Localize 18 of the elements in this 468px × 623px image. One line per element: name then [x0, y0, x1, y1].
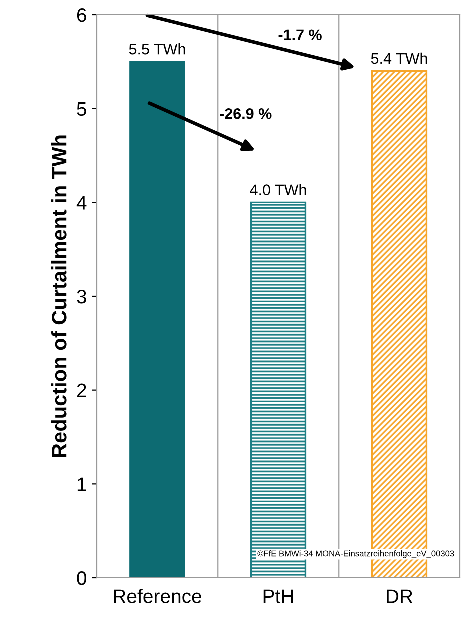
x-tick-label: Reference: [114, 589, 202, 604]
annotation: -1.7 %: [278, 30, 322, 40]
data-label: 5.4 TWh: [371, 52, 428, 64]
y-tick-label: 5: [77, 102, 86, 116]
y-tick-label: 0: [77, 571, 87, 586]
y-tick-label: 2: [77, 384, 86, 398]
x-tick-label: PtH: [264, 590, 294, 604]
data-label: 5.5 TWh: [129, 44, 186, 55]
x-tick-label: DR: [387, 590, 413, 604]
y-tick-label: 1: [78, 478, 86, 492]
y-axis-title: Reduction of Curtailment in TWh: [51, 136, 67, 458]
annotation: -26.9 %: [220, 108, 272, 120]
y-tick-label: 6: [77, 8, 86, 22]
data-label: 4.0 TWh: [250, 184, 306, 196]
y-tick-label: 4: [76, 196, 87, 210]
bar: [130, 61, 186, 578]
y-tick-label: 3: [77, 290, 86, 304]
annotation: ©FfE BMWi-34 MONA-Einsatzreihenfolge_eV_00303: [258, 550, 454, 558]
